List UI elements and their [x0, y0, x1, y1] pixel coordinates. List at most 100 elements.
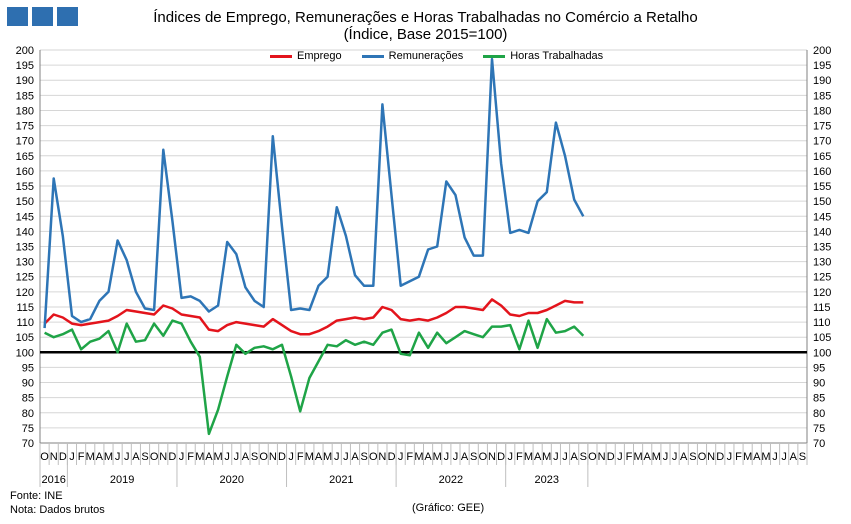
x-tick-label: N — [488, 451, 496, 463]
x-tick-label: S — [580, 451, 587, 463]
x-tick-label: D — [497, 451, 505, 463]
x-tick-label: J — [115, 451, 121, 463]
y-tick-label-right: 80 — [813, 408, 825, 420]
x-tick-label: D — [388, 451, 396, 463]
x-tick-label: J — [124, 451, 130, 463]
legend-item-remuneracoes: Remunerações — [361, 50, 464, 62]
y-tick-label-left: 120 — [16, 287, 34, 299]
legend-label-remuneracoes: Remunerações — [388, 50, 464, 62]
x-tick-label: A — [680, 451, 688, 463]
y-tick-label-left: 200 — [16, 45, 34, 57]
x-tick-label: M — [633, 451, 642, 463]
x-tick-label: D — [59, 451, 67, 463]
x-tick-label: J — [444, 451, 450, 463]
x-tick-label: F — [626, 451, 633, 463]
x-tick-label: F — [187, 451, 194, 463]
x-tick-label: A — [570, 451, 578, 463]
y-tick-label-left: 115 — [16, 302, 34, 314]
y-tick-label-left: 165 — [16, 151, 34, 163]
x-tick-label: J — [69, 451, 75, 463]
x-tick-label: S — [799, 451, 806, 463]
y-tick-label-left: 95 — [22, 362, 34, 374]
y-tick-label-right: 150 — [813, 196, 831, 208]
x-tick-label: A — [96, 451, 104, 463]
logo-block — [7, 7, 28, 26]
series-line-horas-trabalhadas — [44, 317, 585, 436]
x-tick-label: M — [524, 451, 533, 463]
x-tick-label: M — [213, 451, 222, 463]
legend-swatch-horas — [483, 54, 506, 58]
x-tick-label: M — [743, 451, 752, 463]
y-tick-label-left: 190 — [16, 75, 34, 87]
x-tick-label: A — [461, 451, 469, 463]
year-label: 2023 — [535, 474, 559, 486]
x-tick-label: A — [315, 451, 323, 463]
y-tick-label-right: 75 — [813, 423, 825, 435]
chart-legend: Emprego Remunerações Horas Trabalhadas — [270, 50, 603, 62]
y-tick-label-right: 95 — [813, 362, 825, 374]
source-note: Fonte: INE — [10, 490, 63, 502]
x-tick-label: J — [343, 451, 349, 463]
x-tick-label: O — [588, 451, 597, 463]
x-tick-label: M — [542, 451, 551, 463]
y-tick-label-right: 200 — [813, 45, 831, 57]
x-tick-label: N — [598, 451, 606, 463]
x-tick-label: N — [269, 451, 277, 463]
x-tick-label: A — [790, 451, 798, 463]
y-tick-label-right: 180 — [813, 105, 831, 117]
y-tick-label-right: 110 — [813, 317, 831, 329]
y-tick-label-right: 175 — [813, 121, 831, 133]
x-tick-label: J — [398, 451, 404, 463]
y-tick-label-right: 105 — [813, 332, 831, 344]
y-tick-label-right: 155 — [813, 181, 831, 193]
x-tick-label: J — [507, 451, 513, 463]
x-tick-label: J — [234, 451, 240, 463]
x-tick-label: A — [242, 451, 250, 463]
y-tick-label-left: 75 — [22, 423, 34, 435]
x-tick-label: D — [278, 451, 286, 463]
x-tick-label: A — [644, 451, 652, 463]
x-tick-label: J — [772, 451, 778, 463]
x-tick-label: A — [351, 451, 359, 463]
x-tick-label: A — [424, 451, 432, 463]
y-tick-label-left: 160 — [16, 166, 34, 178]
data-note: Nota: Dados brutos — [10, 504, 105, 516]
y-tick-label-right: 145 — [813, 211, 831, 223]
x-tick-label: J — [224, 451, 230, 463]
x-tick-label: J — [727, 451, 733, 463]
x-tick-label: A — [205, 451, 213, 463]
chart-title: Índices de Emprego, Remunerações e Horas… — [0, 9, 851, 43]
x-tick-label: J — [288, 451, 294, 463]
x-tick-label: J — [553, 451, 559, 463]
x-tick-label: J — [334, 451, 340, 463]
x-tick-label: O — [150, 451, 159, 463]
y-tick-label-left: 185 — [16, 90, 34, 102]
y-tick-label-right: 190 — [813, 75, 831, 87]
y-tick-label-right: 90 — [813, 378, 825, 390]
y-tick-label-left: 175 — [16, 121, 34, 133]
y-tick-label-left: 170 — [16, 136, 34, 148]
x-tick-label: O — [479, 451, 488, 463]
y-tick-label-left: 155 — [16, 181, 34, 193]
x-tick-label: M — [761, 451, 770, 463]
x-tick-label: M — [104, 451, 113, 463]
x-tick-label: M — [305, 451, 314, 463]
y-tick-label-left: 90 — [22, 378, 34, 390]
y-tick-label-right: 140 — [813, 226, 831, 238]
y-tick-label-left: 125 — [16, 272, 34, 284]
y-tick-label-left: 105 — [16, 332, 34, 344]
y-tick-label-right: 120 — [813, 287, 831, 299]
y-tick-label-left: 130 — [16, 257, 34, 269]
x-tick-label: F — [516, 451, 523, 463]
y-tick-label-left: 150 — [16, 196, 34, 208]
year-label: 2022 — [439, 474, 463, 486]
y-tick-label-left: 100 — [16, 347, 34, 359]
x-tick-label: M — [433, 451, 442, 463]
x-tick-label: A — [753, 451, 761, 463]
year-label: 2021 — [329, 474, 353, 486]
x-tick-label: S — [360, 451, 367, 463]
y-tick-label-right: 125 — [813, 272, 831, 284]
x-tick-label: D — [168, 451, 176, 463]
x-tick-label: O — [40, 451, 49, 463]
